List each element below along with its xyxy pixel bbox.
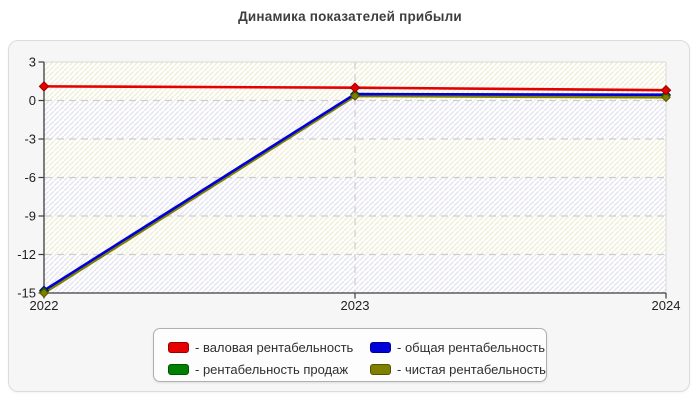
legend: - валовая рентабельность - общая рентабе…	[153, 328, 547, 382]
svg-text:-15: -15	[17, 286, 36, 301]
svg-text:3: 3	[29, 55, 36, 70]
legend-label: - общая рентабельность	[397, 340, 545, 355]
chart-title: Динамика показателей прибыли	[238, 9, 462, 24]
svg-text:0: 0	[29, 93, 36, 108]
legend-swatch	[168, 342, 189, 353]
svg-text:-6: -6	[24, 170, 36, 185]
svg-text:2022: 2022	[30, 298, 59, 313]
legend-item-net-margin: - чистая рентабельность	[370, 359, 546, 380]
legend-label: - валовая рентабельность	[195, 340, 354, 355]
legend-item-total-margin: - общая рентабельность	[370, 337, 546, 358]
svg-text:2024: 2024	[652, 298, 681, 313]
svg-text:-12: -12	[17, 247, 36, 262]
legend-item-sales-margin: - рентабельность продаж	[168, 359, 370, 380]
legend-swatch	[370, 364, 391, 375]
svg-text:-9: -9	[24, 209, 36, 224]
svg-text:2023: 2023	[341, 298, 370, 313]
chart-card: 3 0 -3 -6 -9 -12 -15 2022 2023 2024 - валовая рен…	[8, 40, 690, 392]
series-markers	[38, 81, 672, 298]
legend-swatch	[168, 364, 189, 375]
legend-item-gross-margin: - валовая рентабельность	[168, 337, 370, 358]
legend-swatch	[370, 342, 391, 353]
legend-label: - рентабельность продаж	[195, 362, 349, 377]
legend-label: - чистая рентабельность	[397, 362, 546, 377]
svg-text:-3: -3	[24, 132, 36, 147]
